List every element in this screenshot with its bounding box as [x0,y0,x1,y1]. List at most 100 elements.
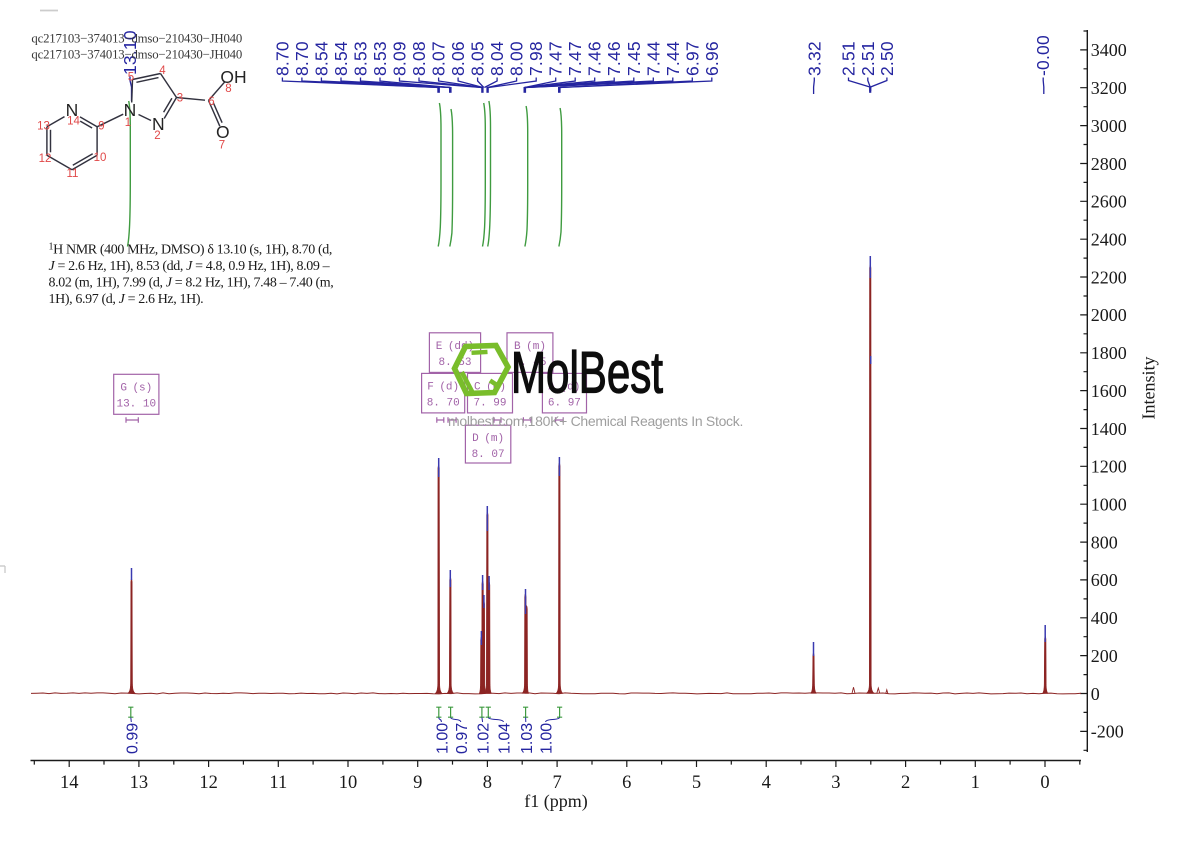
svg-text:Intensity: Intensity [1139,357,1159,420]
svg-text:8.00: 8.00 [507,41,527,76]
svg-text:1.04: 1.04 [496,723,513,754]
svg-text:400: 400 [1091,608,1118,628]
svg-text:-200: -200 [1091,722,1124,742]
svg-text:8.53: 8.53 [370,41,390,76]
svg-text:6: 6 [622,773,631,793]
svg-text:6: 6 [208,96,214,108]
svg-text:1200: 1200 [1091,457,1127,477]
svg-text:5: 5 [692,773,701,793]
svg-text:5: 5 [128,72,134,84]
svg-text:8.09: 8.09 [390,41,410,76]
svg-text:10: 10 [339,773,358,793]
svg-text:G (s): G (s) [120,382,152,394]
svg-text:12: 12 [39,153,52,165]
svg-text:3200: 3200 [1091,78,1127,98]
svg-text:8.02 (m, 1H), 7.99 (d, J = 8.2: 8.02 (m, 1H), 7.99 (d, J = 8.2 Hz, 1H), … [49,275,334,290]
svg-text:14: 14 [60,773,79,793]
svg-text:3.32: 3.32 [804,41,824,76]
svg-text:2.50: 2.50 [877,41,897,76]
svg-text:4: 4 [762,773,771,793]
svg-text:7.47: 7.47 [546,41,566,76]
svg-text:9: 9 [413,773,422,793]
svg-text:2400: 2400 [1091,230,1127,250]
svg-text:200: 200 [1091,646,1118,666]
svg-text:1400: 1400 [1091,419,1127,439]
svg-text:qc217103−374013−dmso−210430−JH: qc217103−374013−dmso−210430−JH040 [31,48,242,62]
svg-text:7: 7 [219,140,225,152]
svg-text:8.07: 8.07 [429,41,449,76]
svg-text:8.53: 8.53 [351,41,371,76]
svg-text:0: 0 [1091,684,1100,704]
svg-text:2200: 2200 [1091,267,1127,287]
svg-text:molbest.com,180K+ Chemical Rea: molbest.com,180K+ Chemical Reagents In S… [448,413,743,429]
svg-text:4: 4 [159,65,166,77]
svg-text:8.70: 8.70 [292,41,312,76]
svg-text:3000: 3000 [1091,116,1127,136]
svg-text:8.70: 8.70 [272,41,292,76]
svg-text:2: 2 [901,773,910,793]
svg-text:9: 9 [98,121,104,133]
svg-text:8.54: 8.54 [331,41,351,76]
svg-text:2000: 2000 [1091,305,1127,325]
svg-text:2.51: 2.51 [839,41,859,76]
svg-text:1H), 6.97 (d, J = 2.6 Hz, 1H).: 1H), 6.97 (d, J = 2.6 Hz, 1H). [49,292,204,307]
svg-text:1.00: 1.00 [539,723,556,754]
svg-text:11: 11 [67,168,79,180]
svg-text:600: 600 [1091,570,1118,590]
svg-text:f1 (ppm): f1 (ppm) [524,791,587,812]
svg-text:8.06: 8.06 [448,41,468,76]
svg-text:2.51: 2.51 [858,41,878,76]
svg-text:1.00: 1.00 [434,723,451,754]
svg-text:-0.00: -0.00 [1033,35,1053,76]
svg-text:10: 10 [94,152,107,164]
svg-text:13: 13 [130,773,149,793]
svg-text:3: 3 [177,93,183,105]
svg-text:8.08: 8.08 [409,41,429,76]
svg-text:F (d): F (d) [427,381,459,393]
svg-text:11: 11 [269,773,287,793]
svg-text:7.47: 7.47 [565,41,585,76]
svg-text:8.05: 8.05 [468,41,488,76]
svg-text:qc217103−374013−dmso−210430−JH: qc217103−374013−dmso−210430−JH040 [31,32,242,46]
svg-text:1.03: 1.03 [519,723,536,754]
svg-text:1.02: 1.02 [476,723,493,754]
svg-text:7.45: 7.45 [624,41,644,76]
svg-text:1H NMR (400 MHz, DMSO) δ 13.10: 1H NMR (400 MHz, DMSO) δ 13.10 (s, 1H), … [49,242,332,258]
svg-text:7.98: 7.98 [526,41,546,76]
svg-text:8: 8 [483,773,492,793]
svg-text:1600: 1600 [1091,381,1127,401]
svg-text:8.04: 8.04 [487,41,507,76]
svg-text:13: 13 [37,121,50,133]
svg-text:MolBest: MolBest [511,341,663,406]
svg-text:8.54: 8.54 [311,41,331,76]
svg-text:8. 70: 8. 70 [427,397,460,409]
svg-text:7.46: 7.46 [604,41,624,76]
svg-text:2: 2 [154,130,160,142]
svg-text:0.97: 0.97 [454,723,471,754]
svg-text:3: 3 [831,773,840,793]
svg-text:13. 10: 13. 10 [116,398,156,410]
svg-text:6.97: 6.97 [682,41,702,76]
svg-text:D (m): D (m) [472,433,504,445]
svg-text:0.99: 0.99 [124,723,141,754]
svg-text:J = 2.6 Hz, 1H), 8.53 (dd, J =: J = 2.6 Hz, 1H), 8.53 (dd, J = 4.8, 0.9 … [49,259,331,274]
svg-text:7: 7 [552,773,561,793]
svg-text:2600: 2600 [1091,192,1127,212]
svg-text:8. 07: 8. 07 [472,449,505,461]
svg-text:12: 12 [199,773,218,793]
svg-text:6.96: 6.96 [702,41,722,76]
svg-text:1000: 1000 [1091,495,1127,515]
svg-text:3400: 3400 [1091,40,1127,60]
svg-text:7. 99: 7. 99 [473,397,506,409]
svg-text:7.46: 7.46 [585,41,605,76]
svg-text:1: 1 [971,773,980,793]
svg-text:14: 14 [67,116,80,128]
svg-text:1800: 1800 [1091,343,1127,363]
svg-text:7.44: 7.44 [643,41,663,76]
svg-text:2800: 2800 [1091,154,1127,174]
svg-text:800: 800 [1091,532,1118,552]
svg-text:8: 8 [225,83,231,95]
svg-text:0: 0 [1040,773,1049,793]
svg-text:7.44: 7.44 [663,41,683,76]
svg-text:1: 1 [125,117,131,129]
